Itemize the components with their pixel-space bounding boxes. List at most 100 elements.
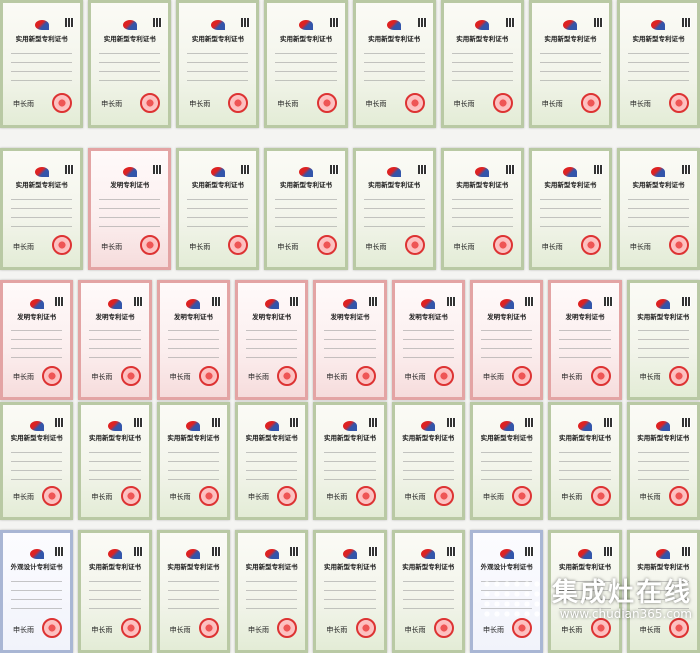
qr-code-icon [603, 296, 613, 306]
qr-code-icon [329, 17, 339, 27]
patent-office-logo-icon [122, 20, 137, 31]
certificate-text [402, 326, 454, 361]
signature: 申长雨 [404, 493, 426, 502]
patent-certificate: 实用新型专利证书 申长雨 [391, 530, 465, 653]
patent-office-logo-icon [656, 549, 671, 560]
certificate-title: 实用新型专利证书 [368, 181, 421, 190]
certificate-title: 实用新型专利证书 [103, 34, 156, 43]
qr-code-icon [682, 164, 691, 174]
patent-office-logo-icon [29, 420, 44, 431]
signature: 申长雨 [629, 242, 651, 251]
signature: 申长雨 [561, 493, 583, 502]
certificate-title: 实用新型专利证书 [88, 434, 141, 443]
signature: 申长雨 [482, 373, 504, 382]
qr-code-icon [55, 296, 65, 306]
certificate-text [167, 326, 219, 361]
certificate-row: 实用新型专利证书 申长雨 实用新型专利证书 申长雨 实用新型专利证书 申长雨 实用新型专利证… [0, 0, 700, 128]
certificate-title: 实用新型专利证书 [191, 181, 244, 190]
patent-office-logo-icon [563, 167, 578, 178]
certificate-text [11, 326, 63, 361]
patent-certificate: 实用新型专利证书 申长雨 [264, 0, 348, 128]
qr-code-icon [55, 547, 65, 557]
patent-certificate: 实用新型专利证书 申长雨 [0, 0, 84, 128]
seal-icon [669, 92, 689, 113]
certificate-text [451, 49, 513, 86]
qr-code-icon [593, 17, 603, 27]
certificate-text [627, 49, 689, 86]
certificate-title: 发明专利证书 [17, 312, 57, 321]
qr-code-icon [505, 164, 515, 174]
signature: 申长雨 [541, 242, 563, 251]
seal-icon [668, 485, 689, 506]
patent-certificate: 发明专利证书 申长雨 [156, 280, 230, 400]
patent-certificate: 实用新型专利证书 申长雨 [176, 148, 260, 270]
certificate-row: 发明专利证书 申长雨 发明专利证书 申长雨 发明专利证书 申长雨 发明专利证书 申长雨 发明专利… [0, 280, 700, 400]
seal-icon [42, 618, 63, 639]
certificate-text [245, 447, 298, 482]
seal-icon [120, 365, 141, 386]
seal-icon [355, 485, 376, 506]
seal-icon [198, 485, 219, 506]
patent-certificate: 实用新型专利证书 申长雨 [469, 402, 544, 520]
qr-code-icon [329, 164, 339, 174]
certificate-text [324, 577, 376, 613]
patent-certificate: 实用新型专利证书 申长雨 [616, 148, 700, 270]
seal-icon [42, 485, 63, 506]
certificate-title: 实用新型专利证书 [632, 34, 685, 43]
certificate-text [402, 447, 454, 482]
seal-icon [433, 365, 454, 386]
patent-certificate: 实用新型专利证书 申长雨 [234, 530, 309, 653]
patent-office-logo-icon [656, 298, 671, 309]
patent-office-logo-icon [499, 549, 514, 560]
qr-code-icon [417, 164, 427, 174]
certificate-text [539, 195, 601, 230]
certificate-title: 外观设计专利证书 [10, 563, 63, 572]
certificate-text [539, 49, 601, 86]
seal-icon [198, 365, 219, 386]
certificate-text [559, 326, 611, 361]
certificate-row: 实用新型专利证书 申长雨 实用新型专利证书 申长雨 实用新型专利证书 申长雨 实用新型专利证… [0, 402, 700, 520]
certificate-text [11, 49, 73, 86]
certificate-title: 实用新型专利证书 [167, 434, 220, 443]
qr-code-icon [241, 17, 251, 27]
patent-office-logo-icon [34, 20, 49, 31]
certificate-text [187, 195, 249, 230]
qr-code-icon [446, 418, 456, 428]
certificate-title: 实用新型专利证书 [245, 563, 298, 572]
qr-code-icon [682, 17, 691, 27]
qr-code-icon [211, 296, 221, 306]
patent-office-logo-icon [475, 20, 490, 31]
patent-office-logo-icon [577, 298, 592, 309]
certificate-text [480, 326, 533, 361]
patent-certificate: 实用新型专利证书 申长雨 [0, 148, 84, 270]
seal-icon [590, 365, 611, 386]
seal-icon [512, 365, 533, 386]
qr-code-icon [211, 547, 221, 557]
seal-icon [433, 485, 454, 506]
patent-office-logo-icon [186, 420, 201, 431]
qr-code-icon [505, 17, 515, 27]
qr-code-icon [290, 418, 300, 428]
qr-code-icon [681, 418, 691, 428]
seal-icon [316, 235, 337, 256]
seal-icon [580, 92, 601, 113]
signature: 申长雨 [13, 373, 34, 382]
signature: 申长雨 [13, 625, 34, 634]
signature: 申长雨 [91, 625, 113, 634]
certificate-title: 发明专利证书 [95, 312, 135, 321]
seal-icon [42, 365, 63, 386]
qr-code-icon [65, 17, 75, 27]
patent-office-logo-icon [577, 420, 592, 431]
patent-certificate: 实用新型专利证书 申长雨 [548, 530, 622, 653]
patent-certificate: 实用新型专利证书 申长雨 [352, 148, 436, 270]
patent-certificate: 实用新型专利证书 申长雨 [626, 280, 700, 400]
qr-code-icon [446, 547, 456, 557]
certificate-title: 实用新型专利证书 [544, 34, 597, 43]
seal-icon [277, 618, 298, 639]
signature: 申长雨 [91, 373, 113, 382]
signature: 申长雨 [404, 625, 426, 634]
certificate-text [275, 195, 337, 230]
signature: 申长雨 [13, 99, 34, 108]
certificate-title: 实用新型专利证书 [279, 181, 332, 190]
certificate-text [637, 326, 689, 361]
